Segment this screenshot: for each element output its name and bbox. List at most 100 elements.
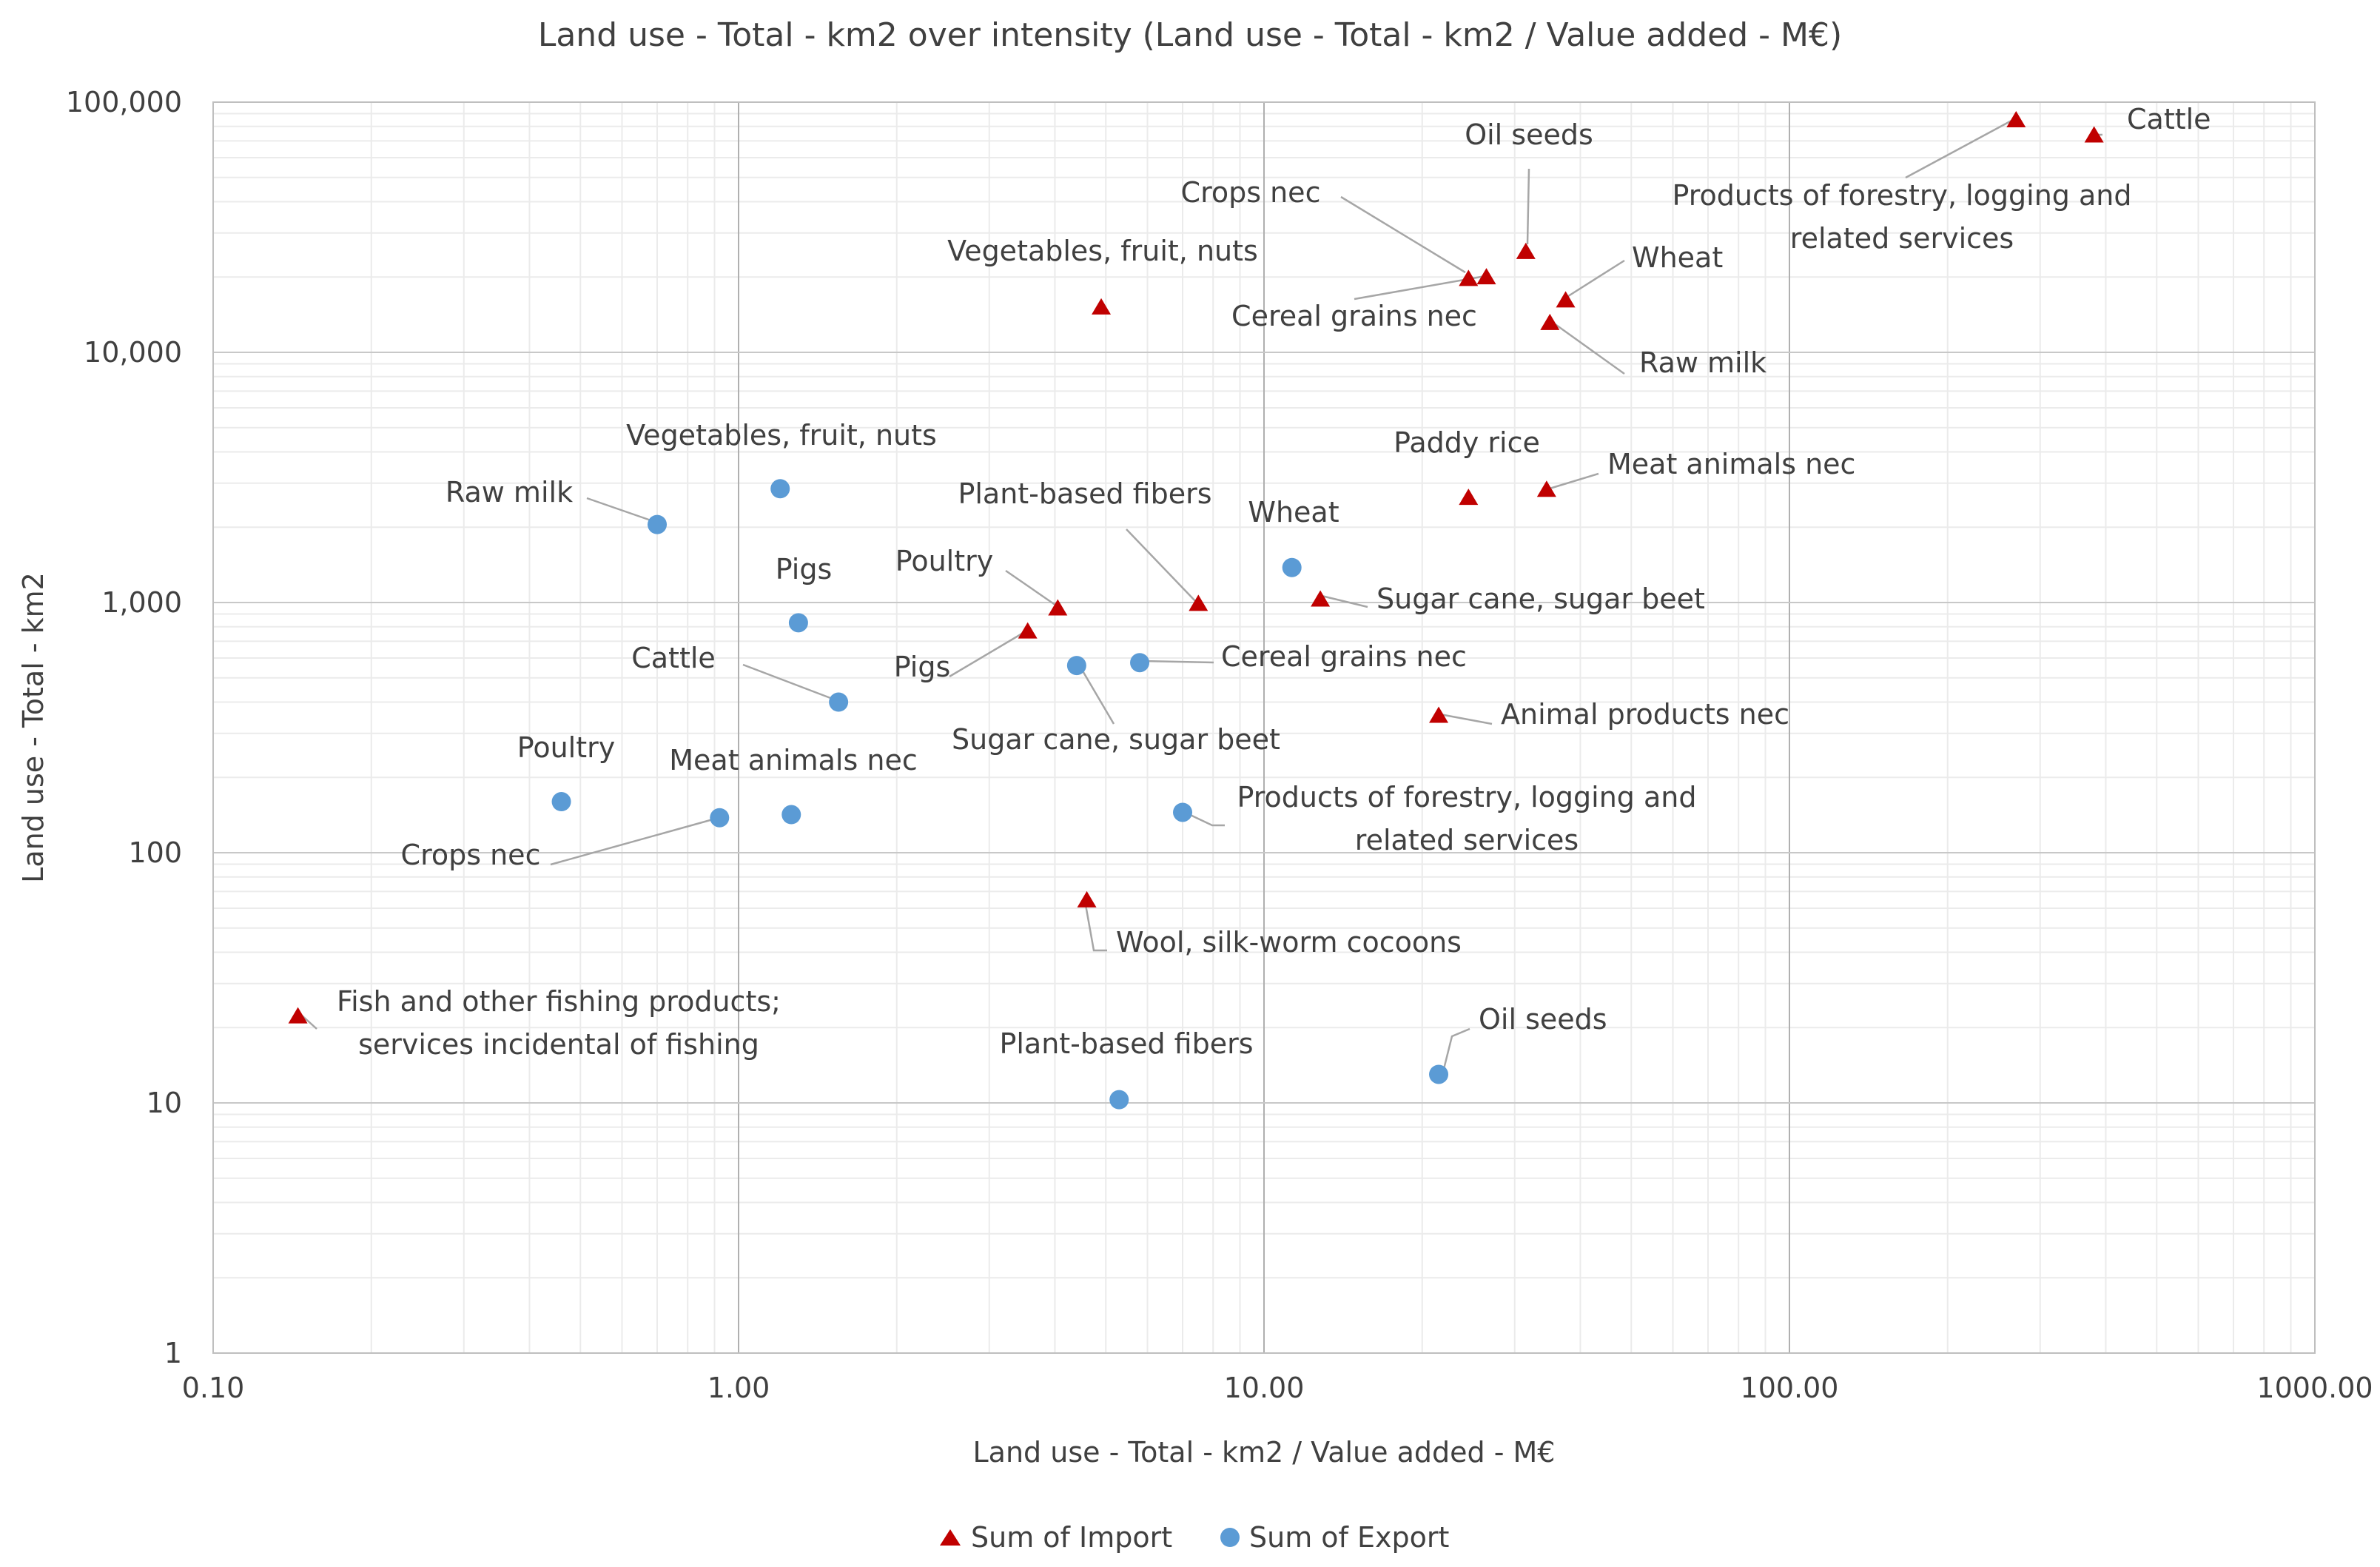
import-marker: [288, 1007, 308, 1024]
data-label: Pigs: [894, 651, 951, 683]
data-label: Plant-based fibers: [958, 477, 1211, 510]
import-marker: [1048, 599, 1068, 616]
leader-lines: [301, 119, 2102, 1073]
data-label: Crops nec: [1181, 176, 1321, 209]
leader-line: [1439, 713, 1493, 725]
data-label: Vegetables, fruit, nuts: [947, 235, 1258, 267]
data-label: Wheat: [1248, 496, 1339, 529]
import-marker: [2084, 126, 2104, 143]
import-marker: [1018, 622, 1038, 639]
data-label: Cattle: [2127, 103, 2211, 135]
leader-line: [1565, 259, 1625, 299]
import-marker: [1092, 298, 1112, 315]
export-marker: [710, 808, 730, 828]
leader-line: [1340, 195, 1466, 274]
import-marker: [1556, 291, 1576, 308]
data-labels: Cattle Products of forestry, logging and r…: [337, 103, 2211, 1061]
data-label: Cereal grains nec: [1231, 300, 1477, 332]
data-label: Sugar cane, sugar beet: [952, 723, 1280, 756]
import-marker: [1540, 313, 1560, 330]
export-marker: [648, 514, 668, 534]
export-marker: [1282, 557, 1302, 577]
data-label: Meat animals nec: [1607, 448, 1855, 480]
export-marker: [551, 792, 571, 812]
legend-export-marker: [1220, 1528, 1240, 1547]
chart-title: Land use - Total - km2 over intensity (L…: [538, 16, 1842, 54]
y-tick-label: 100,000: [66, 86, 182, 118]
data-label: Fish and other fishing products; services…: [337, 985, 781, 1061]
export-marker: [829, 692, 849, 712]
leader-line: [1526, 168, 1530, 245]
data-label: Poultry: [895, 545, 993, 577]
export-marker: [1173, 802, 1193, 822]
leader-line: [1078, 664, 1115, 725]
x-tick-label: 100.00: [1741, 1372, 1839, 1404]
data-label: Wheat: [1632, 241, 1723, 274]
data-label: Products of forestry, logging and related…: [1672, 179, 2131, 255]
leader-line: [1126, 529, 1198, 604]
markers: [288, 110, 2104, 1110]
legend-import-marker: [940, 1529, 961, 1546]
export-marker: [770, 479, 790, 499]
legend: Sum of Import Sum of Export: [940, 1521, 1449, 1554]
import-marker: [1536, 480, 1556, 497]
data-label: Sugar cane, sugar beet: [1376, 583, 1705, 615]
export-marker: [788, 613, 808, 633]
data-label: Animal products nec: [1501, 698, 1789, 731]
leader-line: [742, 663, 837, 702]
leader-line: [1183, 811, 1225, 827]
export-marker: [1066, 656, 1086, 676]
data-label: Cereal grains nec: [1221, 640, 1467, 673]
plot-area-border: [212, 101, 2316, 1354]
axis-ticks: 0.10 1.00 10.00 100.00 1000.00 1 10 100 1,000 10,…: [66, 86, 2373, 1404]
leader-line: [1905, 119, 2012, 179]
import-marker: [1516, 242, 1536, 259]
data-label: Cattle: [631, 642, 716, 674]
leader-line: [949, 630, 1026, 678]
leader-line: [1142, 660, 1214, 664]
leader-line: [586, 497, 658, 524]
data-label: Plant-based fibers: [999, 1027, 1253, 1060]
y-tick-label: 1: [164, 1337, 182, 1369]
export-marker: [1429, 1064, 1449, 1084]
y-tick-label: 10,000: [84, 336, 182, 369]
x-tick-label: 0.10: [182, 1372, 245, 1404]
leader-line: [550, 816, 722, 866]
y-tick-label: 10: [147, 1087, 182, 1119]
import-marker: [1189, 594, 1209, 611]
export-marker: [781, 805, 801, 825]
data-label: Paddy rice: [1394, 426, 1540, 459]
data-label: Products of forestry, logging and related…: [1237, 781, 1696, 856]
export-marker: [1109, 1090, 1129, 1110]
leader-line: [1321, 594, 1368, 608]
data-label: Oil seeds: [1465, 118, 1593, 151]
leader-line: [1083, 900, 1107, 952]
y-tick-label: 1,000: [101, 586, 182, 619]
import-marker: [2006, 110, 2026, 127]
x-axis-title: Land use - Total - km2 / Value added - M…: [973, 1436, 1556, 1469]
import-marker: [1459, 269, 1479, 286]
leader-line: [1442, 1027, 1470, 1073]
x-tick-label: 10.00: [1224, 1372, 1305, 1404]
export-marker: [1130, 653, 1150, 673]
data-label: Poultry: [517, 731, 615, 764]
x-tick-label: 1.00: [707, 1372, 770, 1404]
import-marker: [1311, 590, 1331, 607]
y-tick-label: 100: [128, 836, 182, 869]
data-label: Raw milk: [446, 476, 573, 509]
legend-export-label: Sum of Export: [1249, 1521, 1449, 1554]
y-axis-title: Land use - Total - km2: [17, 572, 50, 883]
data-label: Wool, silk-worm cocoons: [1116, 926, 1462, 959]
import-marker: [1476, 268, 1496, 285]
leader-line: [1549, 472, 1599, 490]
data-label: Raw milk: [1639, 346, 1766, 379]
leader-line: [1553, 322, 1625, 375]
import-marker: [1077, 890, 1097, 907]
grid: [213, 102, 2315, 1353]
data-label: Vegetables, fruit, nuts: [626, 419, 937, 452]
legend-import-label: Sum of Import: [971, 1521, 1172, 1554]
data-label: Meat animals nec: [669, 744, 917, 776]
import-marker: [1459, 489, 1479, 506]
x-tick-label: 1000.00: [2256, 1372, 2373, 1404]
